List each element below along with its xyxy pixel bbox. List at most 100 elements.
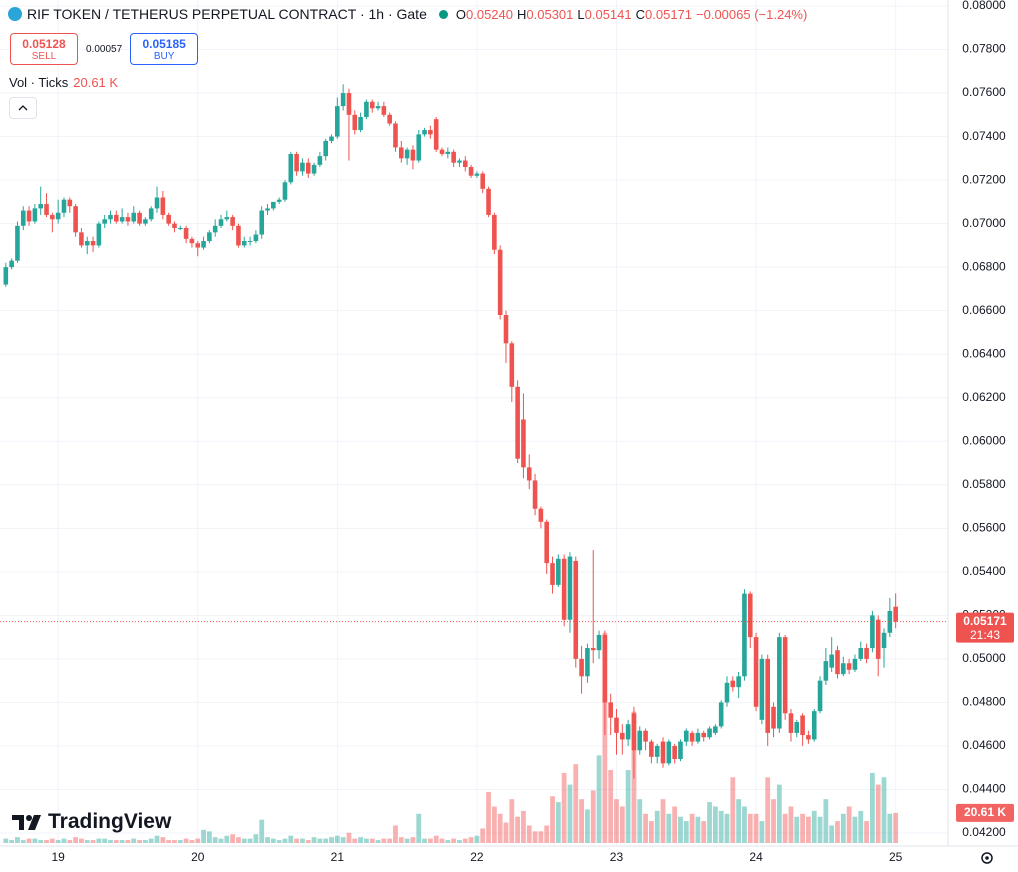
volume-bar	[526, 825, 532, 843]
logo-mark	[12, 815, 41, 830]
volume-bar	[253, 834, 259, 843]
volume-bar	[869, 772, 875, 843]
y-tick-label: 0.06200	[962, 390, 1006, 404]
candle-body	[148, 208, 154, 220]
candle-body	[428, 130, 433, 135]
y-tick-label: 0.06000	[962, 433, 1006, 447]
candle-body	[753, 637, 759, 707]
volume-bar	[230, 834, 236, 843]
volume-bar	[497, 813, 503, 843]
candle-body	[61, 199, 67, 213]
candle-body	[556, 558, 561, 585]
volume-bar	[375, 840, 381, 843]
candle-body	[67, 199, 73, 207]
candle-body	[160, 197, 166, 215]
volume-bar	[160, 837, 166, 843]
candle-body	[806, 735, 811, 740]
volume-bar	[96, 838, 102, 843]
logo[interactable]: TradingView	[10, 810, 171, 834]
candle-body	[567, 556, 573, 620]
volume-bar	[44, 840, 49, 843]
volume-bar	[515, 816, 521, 843]
candle-body	[643, 730, 648, 742]
volume-bar	[614, 799, 619, 843]
candle-body	[550, 563, 555, 585]
volume-bar	[346, 832, 352, 843]
candle-body	[579, 658, 584, 677]
settings-button[interactable]	[981, 852, 993, 864]
sell-button[interactable]: 0.05128 SELL	[10, 33, 78, 65]
volume-bar	[666, 813, 672, 843]
volume-bar	[672, 806, 678, 843]
candle-body	[50, 214, 55, 220]
y-tick-label: 0.04600	[962, 738, 1006, 752]
candle-body	[154, 197, 160, 209]
volume-bar	[218, 838, 224, 843]
candle-body	[526, 467, 532, 481]
candle-body	[858, 648, 864, 659]
candle-body	[875, 619, 881, 659]
ohlc-low: L0.05141	[577, 7, 631, 22]
volume-bar	[166, 840, 172, 843]
ohlc-close: C0.05171	[636, 7, 692, 22]
x-tick-label: 25	[889, 850, 903, 864]
volume-bar	[689, 813, 695, 843]
volume-bar	[154, 835, 160, 843]
volume-bar	[619, 806, 625, 843]
candle-body	[393, 123, 398, 148]
candle-body	[468, 167, 474, 176]
candle-body	[457, 160, 462, 163]
symbol-title[interactable]: RIF TOKEN / TETHERUS PERPETUAL CONTRACT …	[27, 6, 427, 22]
volume-bar	[864, 821, 869, 843]
volume-bar	[26, 838, 32, 843]
candle-body	[474, 173, 480, 176]
volume-bar	[416, 813, 422, 843]
candle-body	[788, 713, 794, 733]
ohlc-label: H	[517, 6, 527, 22]
volume-bar	[474, 835, 480, 843]
candle-body	[515, 386, 520, 459]
candle-body	[759, 658, 765, 720]
ohlc-label: O	[455, 6, 466, 22]
volume-bar	[137, 840, 142, 843]
y-tick-label: 0.06600	[962, 303, 1006, 317]
x-tick-label: 21	[331, 850, 345, 864]
volume-bar	[108, 840, 113, 843]
volume-bar	[875, 784, 881, 843]
y-tick-label: 0.05800	[962, 477, 1006, 491]
candle-body	[73, 206, 78, 233]
volume-bar	[79, 838, 84, 843]
candle-body	[224, 217, 230, 220]
volume-bar	[61, 838, 67, 843]
candle-body	[55, 212, 61, 220]
volume-bar	[503, 822, 509, 843]
ohlc-high: H0.05301	[517, 7, 573, 22]
volume-bar	[73, 837, 79, 843]
candle-body	[660, 741, 666, 764]
volume-bar	[835, 821, 840, 843]
candle-body	[637, 730, 643, 751]
volume-bar	[300, 838, 305, 843]
volume-bar	[20, 840, 26, 843]
buy-button[interactable]: 0.05185 BUY	[130, 33, 199, 65]
volume-bar	[643, 813, 648, 843]
volume-bar	[358, 837, 363, 843]
candle-body	[90, 241, 96, 246]
volume-indicator-value: 20.61 K	[73, 75, 119, 90]
candle-body	[503, 315, 509, 344]
volume-bar	[817, 816, 823, 843]
candle-body	[131, 212, 137, 222]
candle-body	[846, 663, 852, 670]
candle-body	[218, 219, 224, 226]
candle-body	[381, 106, 387, 115]
candle-body	[585, 648, 590, 677]
candle-body	[777, 637, 782, 729]
volume-bar	[794, 816, 800, 843]
candle-body	[625, 724, 631, 740]
volume-bar	[683, 821, 689, 843]
volume-bar	[625, 770, 631, 843]
volume-indicator[interactable]: Vol · Ticks	[9, 75, 69, 90]
collapse-button[interactable]	[9, 97, 37, 119]
volume-bar	[433, 835, 439, 843]
